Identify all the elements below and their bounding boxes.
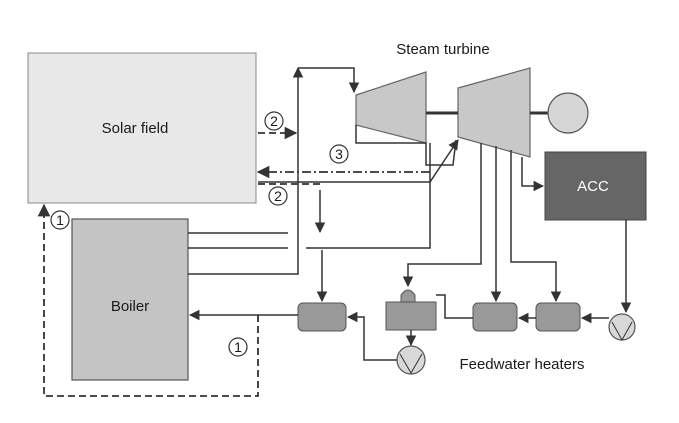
svg-text:3: 3 [335,146,343,162]
feedwater-pump [396,345,426,375]
marker-2-upper: 2 [264,111,284,131]
condensate-pump-arrow [611,321,633,342]
deaerator-dome [400,289,416,303]
extraction-1 [402,143,482,288]
feedwater-heater-1 [297,302,347,332]
dashed-loop-1 [37,203,259,397]
marker-2-lower: 2 [268,186,288,206]
solar-return-line [306,143,431,249]
feedwater-heater-4 [535,302,581,332]
marker-1-top: 1 [50,210,70,230]
steam-turbine-label: Steam turbine [396,41,489,58]
hp-exhaust-to-lp-turbine [355,125,457,166]
svg-text:1: 1 [234,339,242,355]
extraction-3 [510,150,562,303]
boiler-box [71,218,189,381]
marker-3: 3 [329,144,349,164]
main-steam-to-hp-turbine [298,67,360,94]
generator [547,92,589,134]
heater-3-to-deaerator [436,294,473,319]
acc-box [544,151,647,221]
low-pressure-turbine [457,67,531,158]
boiler-label: Boiler [111,298,149,315]
exhaust-to-acc [521,157,545,192]
reheat-line [258,139,459,183]
acc-label: ACC [577,178,609,195]
high-pressure-turbine [355,71,427,144]
svg-text:1: 1 [56,212,64,228]
feedwater-heaters-label: Feedwater heaters [459,356,584,373]
solar-field-label: Solar field [102,120,169,137]
deaerator [385,301,437,331]
feedwater-pump-arrow [399,353,423,374]
marker-1-bottom: 1 [228,337,248,357]
svg-text:2: 2 [274,188,282,204]
boiler-outlet-to-riser [188,66,304,275]
feedwater-heater-3 [472,302,518,332]
pump-to-heater-1 [346,311,397,361]
condensate-pump [608,313,636,341]
svg-text:2: 2 [270,113,278,129]
solar-field-box [27,52,257,204]
